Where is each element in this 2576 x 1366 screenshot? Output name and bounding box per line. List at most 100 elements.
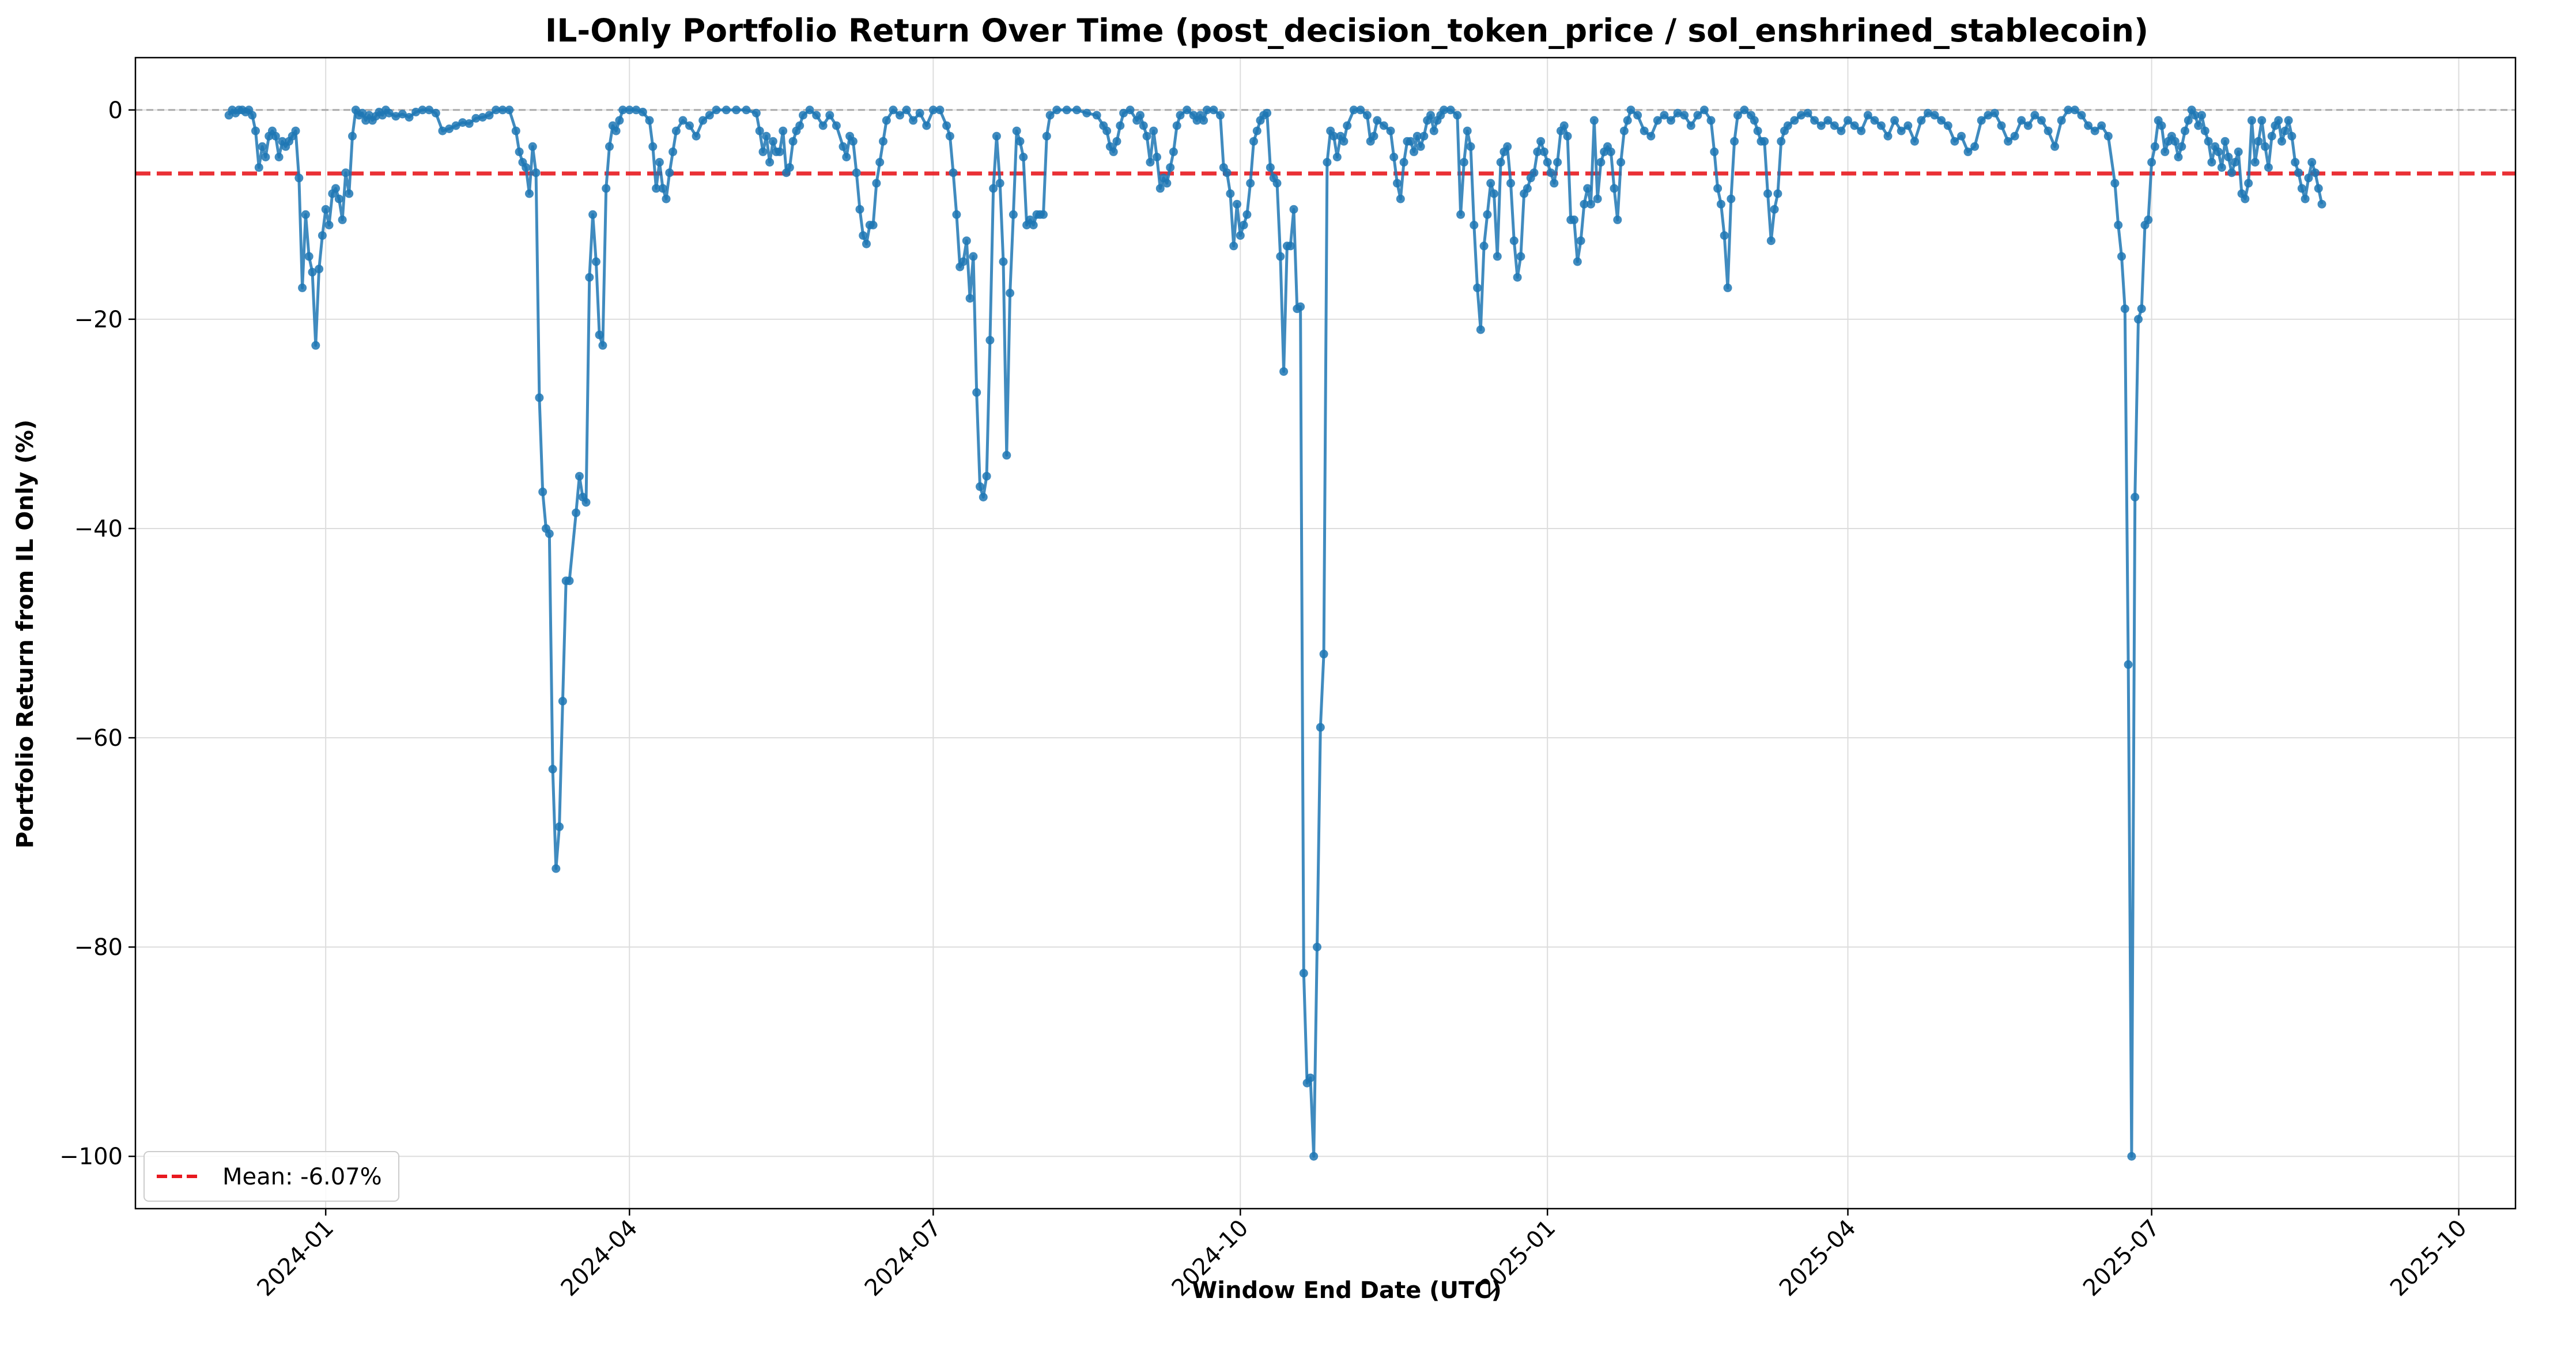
data-point xyxy=(1343,121,1352,130)
data-point xyxy=(1783,121,1792,130)
data-point xyxy=(1166,163,1175,172)
data-point xyxy=(2044,126,2053,135)
data-point xyxy=(1155,184,1165,193)
data-point xyxy=(879,137,887,146)
data-point xyxy=(692,131,701,141)
data-point xyxy=(2181,126,2189,135)
data-point xyxy=(1830,121,1839,130)
data-point xyxy=(842,153,851,161)
data-point xyxy=(1263,108,1272,118)
data-point xyxy=(1349,105,1358,115)
data-point xyxy=(1052,105,1062,115)
data-point xyxy=(1640,126,1649,135)
data-point xyxy=(348,131,357,141)
data-point xyxy=(2254,137,2263,146)
data-point xyxy=(1419,131,1429,141)
data-point xyxy=(298,283,307,292)
data-point xyxy=(492,105,501,115)
data-point xyxy=(1373,116,1382,125)
data-point xyxy=(1029,221,1038,229)
data-point xyxy=(2264,163,2273,172)
data-point xyxy=(1850,121,1859,130)
data-point xyxy=(928,105,938,115)
data-point xyxy=(2197,111,2206,120)
data-point xyxy=(464,119,474,128)
data-point xyxy=(775,147,784,156)
data-point xyxy=(1667,116,1675,125)
data-point xyxy=(2250,158,2260,167)
data-point xyxy=(1917,116,1926,125)
data-point xyxy=(555,822,564,831)
data-point xyxy=(1753,126,1762,135)
data-point xyxy=(2224,153,2233,161)
data-point xyxy=(1082,108,1091,118)
data-point xyxy=(585,273,594,282)
data-point xyxy=(334,194,343,203)
data-point xyxy=(882,116,891,125)
chart-title: IL-Only Portfolio Return Over Time (post… xyxy=(545,12,2148,49)
data-point xyxy=(615,116,624,125)
data-point xyxy=(1172,121,1181,130)
data-point xyxy=(384,108,394,118)
data-point xyxy=(1587,199,1595,209)
data-point xyxy=(2280,126,2290,135)
data-point xyxy=(1399,158,1408,167)
data-point xyxy=(1252,126,1261,135)
data-point xyxy=(1760,137,1769,146)
data-point xyxy=(1109,147,1118,156)
data-point xyxy=(1660,111,1669,120)
data-point xyxy=(1903,121,1913,130)
data-point xyxy=(1910,137,1919,146)
data-point xyxy=(922,121,931,130)
data-point xyxy=(818,121,828,130)
data-point xyxy=(1272,179,1282,188)
data-point xyxy=(1309,1152,1319,1161)
data-point xyxy=(1112,137,1121,146)
data-point xyxy=(1777,137,1786,146)
data-point xyxy=(1233,199,1241,209)
data-point xyxy=(248,111,257,120)
data-point xyxy=(611,126,621,135)
data-point xyxy=(795,121,804,130)
data-point xyxy=(705,111,714,120)
data-point xyxy=(999,257,1008,266)
data-point xyxy=(1146,158,1155,167)
data-point xyxy=(1950,137,1959,146)
data-point xyxy=(2277,137,2286,146)
data-point xyxy=(528,142,537,151)
data-point xyxy=(1473,283,1482,292)
data-point xyxy=(875,158,885,167)
data-point xyxy=(1153,153,1161,161)
data-point xyxy=(952,210,961,219)
data-point xyxy=(1329,131,1338,141)
data-point xyxy=(1533,147,1542,156)
data-point xyxy=(254,163,263,172)
data-point xyxy=(1653,116,1662,125)
data-point xyxy=(431,108,440,118)
data-point xyxy=(1619,126,1629,135)
data-point xyxy=(1589,116,1599,125)
data-point xyxy=(945,131,954,141)
data-point xyxy=(1720,231,1729,240)
data-point xyxy=(1930,111,1939,120)
data-point xyxy=(1990,108,1999,118)
data-point xyxy=(1957,131,1966,141)
data-point xyxy=(438,126,447,135)
data-point xyxy=(1770,205,1779,214)
data-point xyxy=(1042,131,1051,141)
data-point xyxy=(1406,137,1415,146)
data-point xyxy=(308,267,317,277)
data-point xyxy=(391,112,401,121)
data-point xyxy=(398,110,407,119)
data-point xyxy=(2274,116,2283,125)
data-point xyxy=(1369,131,1378,141)
data-point xyxy=(525,189,534,198)
data-point xyxy=(1710,147,1719,156)
data-point xyxy=(1490,189,1498,198)
data-point xyxy=(732,105,741,115)
data-point xyxy=(2304,173,2313,183)
data-point xyxy=(2070,105,2079,115)
data-point xyxy=(315,265,324,274)
data-point xyxy=(1503,142,1512,151)
data-point xyxy=(1319,650,1328,659)
